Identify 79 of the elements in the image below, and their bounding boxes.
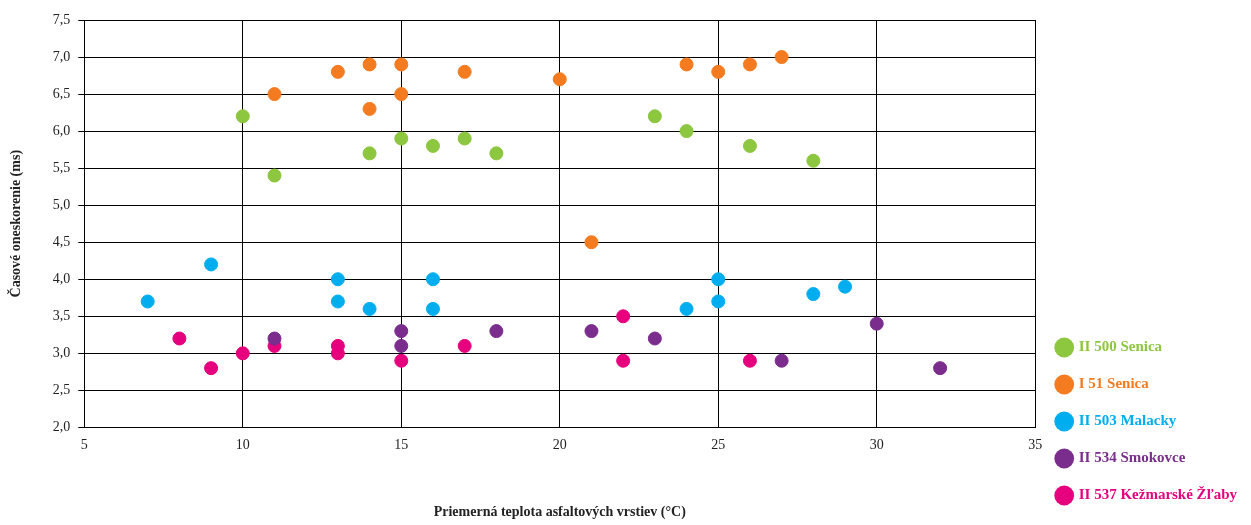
y-axis-title: Časové oneskorenie (ms) xyxy=(7,149,25,298)
point xyxy=(267,331,282,346)
point xyxy=(330,64,345,79)
y-tick-label: 5,5 xyxy=(52,159,71,175)
x-tick-label: 30 xyxy=(869,437,884,453)
point xyxy=(806,287,821,302)
y-tick-label: 7,0 xyxy=(52,48,71,64)
point xyxy=(362,101,377,116)
y-tick-label: 6,0 xyxy=(52,122,71,138)
point xyxy=(362,146,377,161)
point xyxy=(267,168,282,183)
x-tick-label: 35 xyxy=(1028,437,1043,453)
x-tick-label: 20 xyxy=(552,437,567,453)
point xyxy=(172,331,187,346)
x-tick-label: 5 xyxy=(80,437,88,453)
x-tick-label: 15 xyxy=(394,437,409,453)
point xyxy=(616,353,631,368)
y-tick-label: 2,5 xyxy=(52,382,71,398)
point xyxy=(584,324,599,339)
legend-label: II 537 Kežmarské Žľaby xyxy=(1078,486,1238,503)
point xyxy=(394,131,409,146)
point xyxy=(140,294,155,309)
point xyxy=(235,346,250,361)
point xyxy=(774,353,789,368)
point xyxy=(425,138,440,153)
point xyxy=(647,109,662,124)
point xyxy=(457,338,472,353)
point xyxy=(711,294,726,309)
point xyxy=(362,57,377,72)
legend-label: I 51 Senica xyxy=(1078,375,1150,392)
point xyxy=(584,235,599,250)
x-tick-label: 10 xyxy=(235,437,250,453)
point xyxy=(394,353,409,368)
point xyxy=(552,72,567,87)
point xyxy=(457,64,472,79)
point xyxy=(742,353,757,368)
y-tick-label: 3,0 xyxy=(52,345,71,360)
y-tick-label: 3,5 xyxy=(52,307,71,323)
point xyxy=(204,257,219,272)
point xyxy=(742,57,757,72)
point xyxy=(425,272,440,287)
point xyxy=(838,279,853,294)
legend-label: II 500 Senica xyxy=(1078,338,1163,355)
point xyxy=(425,301,440,316)
y-tick-label: 4,0 xyxy=(52,270,71,286)
point xyxy=(235,109,250,124)
point xyxy=(394,324,409,339)
y-tick-label: 2,0 xyxy=(52,419,71,435)
point xyxy=(489,324,504,339)
point xyxy=(362,301,377,316)
point xyxy=(774,50,789,65)
point xyxy=(489,146,504,161)
point xyxy=(806,153,821,168)
point xyxy=(933,361,948,376)
y-tick-label: 5,0 xyxy=(52,196,71,212)
point xyxy=(394,87,409,102)
legend-label: II 503 Malacky xyxy=(1078,412,1177,429)
legend-label: II 534 Smokovce xyxy=(1078,449,1186,466)
point xyxy=(457,131,472,146)
point xyxy=(394,338,409,353)
y-tick-label: 4,5 xyxy=(52,233,71,249)
y-tick-label: 7,5 xyxy=(52,11,71,27)
point xyxy=(869,316,884,331)
point xyxy=(711,64,726,79)
x-axis-title: Priemerná teplota asfaltových vrstiev (°C) xyxy=(433,504,687,521)
point xyxy=(679,124,694,139)
point xyxy=(394,57,409,72)
point xyxy=(267,87,282,102)
x-tick-label: 25 xyxy=(711,437,726,453)
point xyxy=(616,309,631,324)
point xyxy=(204,361,219,376)
point xyxy=(711,272,726,287)
point xyxy=(647,331,662,346)
point xyxy=(330,294,345,309)
point xyxy=(742,138,757,153)
point xyxy=(679,301,694,316)
point xyxy=(679,57,694,72)
point xyxy=(330,272,345,287)
y-tick-label: 6,5 xyxy=(52,85,71,101)
